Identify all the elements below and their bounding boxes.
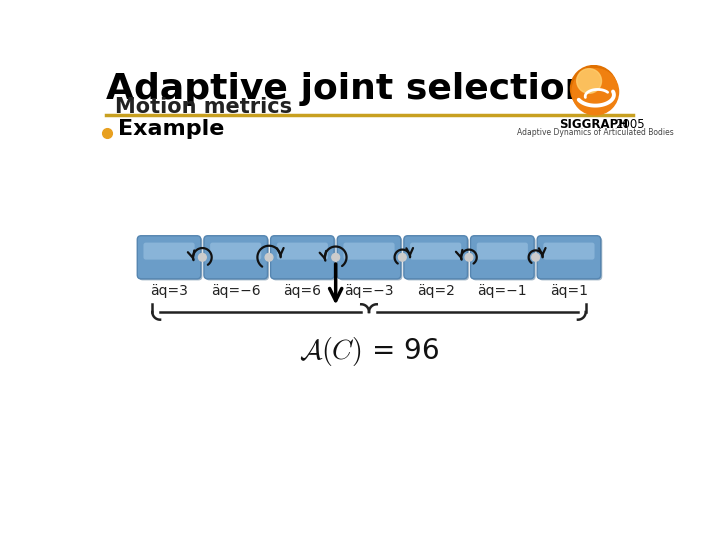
Text: $\mathcal{A}(C)$ = 96: $\mathcal{A}(C)$ = 96 [299,335,439,368]
FancyBboxPatch shape [539,237,602,280]
FancyBboxPatch shape [404,236,467,279]
Text: äq=−1: äq=−1 [477,284,527,298]
Circle shape [572,69,618,115]
Text: äq=3: äq=3 [150,284,188,298]
Text: äq=−6: äq=−6 [211,284,261,298]
FancyBboxPatch shape [343,242,395,260]
FancyBboxPatch shape [410,242,462,260]
Circle shape [532,253,539,261]
FancyBboxPatch shape [339,237,402,280]
FancyBboxPatch shape [271,236,334,279]
Circle shape [465,253,473,261]
Text: äq=6: äq=6 [284,284,321,298]
Text: Adaptive joint selection: Adaptive joint selection [106,72,590,106]
FancyBboxPatch shape [405,237,469,280]
FancyBboxPatch shape [210,242,261,260]
Text: Motion metrics: Motion metrics [114,97,292,117]
Circle shape [578,73,609,104]
Circle shape [265,253,273,261]
FancyBboxPatch shape [204,236,267,279]
Circle shape [575,70,613,108]
FancyBboxPatch shape [143,242,194,260]
FancyBboxPatch shape [337,236,401,279]
FancyBboxPatch shape [139,237,202,280]
FancyBboxPatch shape [544,242,595,260]
Circle shape [577,69,601,93]
FancyBboxPatch shape [272,237,336,280]
FancyBboxPatch shape [477,242,528,260]
Text: Adaptive Dynamics of Articulated Bodies: Adaptive Dynamics of Articulated Bodies [517,128,674,137]
Text: 2005: 2005 [616,118,645,131]
FancyBboxPatch shape [138,236,201,279]
Text: äq=2: äq=2 [417,284,454,298]
Circle shape [199,253,206,261]
Text: äq=1: äq=1 [550,284,588,298]
Circle shape [398,253,406,261]
Text: äq=−3: äq=−3 [344,284,394,298]
FancyBboxPatch shape [205,237,269,280]
Circle shape [332,253,340,261]
Circle shape [570,65,617,112]
FancyBboxPatch shape [276,242,328,260]
FancyBboxPatch shape [537,236,600,279]
FancyBboxPatch shape [471,236,534,279]
FancyBboxPatch shape [472,237,536,280]
Circle shape [583,78,605,99]
Text: Example: Example [118,119,224,139]
Text: SIGGRAPH: SIGGRAPH [559,118,629,131]
